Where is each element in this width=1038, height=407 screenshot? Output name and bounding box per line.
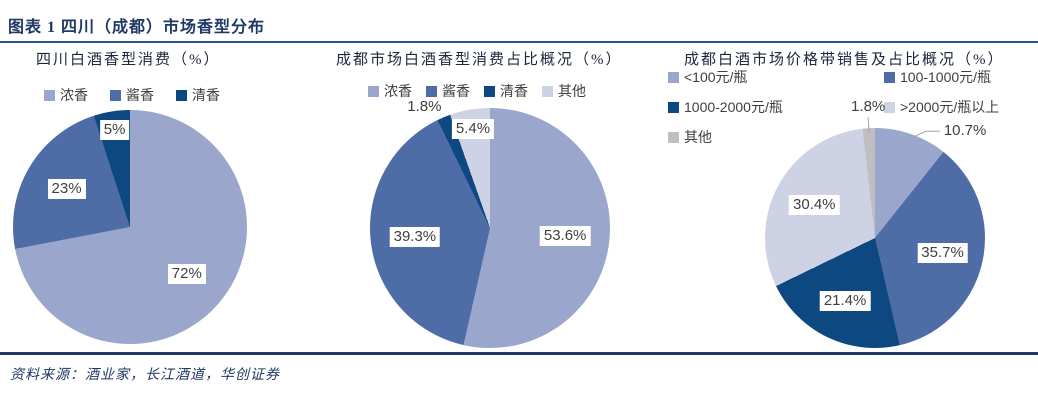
slice-label: 72% [167, 263, 206, 284]
pie [13, 110, 247, 344]
legend-swatch-icon [668, 101, 679, 113]
slice-label: 5% [99, 119, 130, 140]
legend-swatch-icon [542, 85, 553, 97]
charts-row: 四川白酒香型消费（%） 浓香 酱香 清香 72% 23% 5% 成都市场白酒香型消费占比… [0, 43, 1038, 352]
legend-label: 清香 [192, 87, 220, 103]
legend-swatch-icon [176, 89, 187, 101]
slice-label: 39.3% [389, 226, 441, 247]
chart-panel-chengdu-aroma: 成都市场白酒香型消费占比概况（%） 浓香 酱香 清香 其他 53.6% 39.3% 1.8… [330, 43, 660, 352]
legend: 浓香 酱香 清香 其他 [368, 81, 586, 101]
slice-label: 1.8% [851, 98, 886, 116]
legend-label: >2000元/瓶以上 [900, 99, 1000, 115]
legend-label: 100-1000元/瓶 [900, 69, 992, 85]
legend-item: 其他 [542, 81, 586, 101]
legend-item: 100-1000元/瓶 [884, 67, 999, 87]
legend-swatch-icon [484, 85, 495, 97]
figure-header: 图表 1 四川（成都）市场香型分布 [0, 0, 1038, 43]
slice-label: 1.8% [407, 97, 442, 115]
legend: <100元/瓶 100-1000元/瓶 1000-2000元/瓶 >2000元/瓶以上… [668, 67, 999, 147]
slice-label: 10.7% [943, 122, 987, 140]
slice-label: 30.4% [788, 194, 840, 215]
legend-label: 清香 [500, 83, 528, 99]
legend-swatch-icon [368, 85, 379, 97]
legend-label: 1000-2000元/瓶 [684, 99, 783, 115]
legend-swatch-icon [668, 71, 679, 83]
legend-label: 浓香 [60, 87, 88, 103]
legend: 浓香 酱香 清香 [44, 85, 220, 105]
legend-item: 酱香 [110, 85, 154, 105]
chart-title: 成都白酒市场价格带销售及占比概况（%） [684, 52, 1005, 68]
slice-label: 35.7% [917, 243, 968, 264]
slice-label: 5.4% [451, 118, 495, 139]
legend-item: 浓香 [368, 81, 412, 101]
legend-label: <100元/瓶 [684, 69, 748, 85]
chart-title: 四川白酒香型消费（%） [36, 52, 221, 68]
legend-item: 酱香 [426, 81, 470, 101]
legend-swatch-icon [110, 89, 121, 101]
legend-label: 其他 [684, 129, 712, 145]
chart-panel-sichuan-aroma: 四川白酒香型消费（%） 浓香 酱香 清香 72% 23% 5% [0, 43, 330, 352]
pie [765, 128, 985, 348]
slice-label: 53.6% [539, 226, 591, 247]
chart-panel-chengdu-price-bands: 成都白酒市场价格带销售及占比概况（%） <100元/瓶 100-1000元/瓶 10… [660, 43, 1038, 352]
legend-item: 浓香 [44, 85, 88, 105]
legend-swatch-icon [668, 131, 679, 143]
legend-swatch-icon [884, 101, 895, 113]
slice-label: 21.4% [819, 290, 871, 311]
figure-title: 图表 1 四川（成都）市场香型分布 [8, 19, 266, 36]
legend-swatch-icon [44, 89, 55, 101]
figure-footer: 资料来源：酒业家，长江酒道，华创证券 [0, 352, 1038, 405]
legend-label: 酱香 [126, 87, 154, 103]
legend-item: 其他 [668, 127, 884, 147]
legend-item: 清香 [484, 81, 528, 101]
legend-item: >2000元/瓶以上 [884, 97, 999, 117]
legend-item: 清香 [176, 85, 220, 105]
legend-label: 其他 [558, 83, 586, 99]
source-note: 资料来源：酒业家，长江酒道，华创证券 [10, 368, 280, 383]
legend-swatch-icon [426, 85, 437, 97]
slice-label: 23% [47, 179, 86, 200]
legend-label: 浓香 [384, 83, 412, 99]
chart-title: 成都市场白酒香型消费占比概况（%） [336, 52, 623, 68]
legend-label: 酱香 [442, 83, 470, 99]
legend-item: 1000-2000元/瓶 [668, 97, 884, 117]
legend-swatch-icon [884, 71, 895, 83]
legend-item: <100元/瓶 [668, 67, 884, 87]
